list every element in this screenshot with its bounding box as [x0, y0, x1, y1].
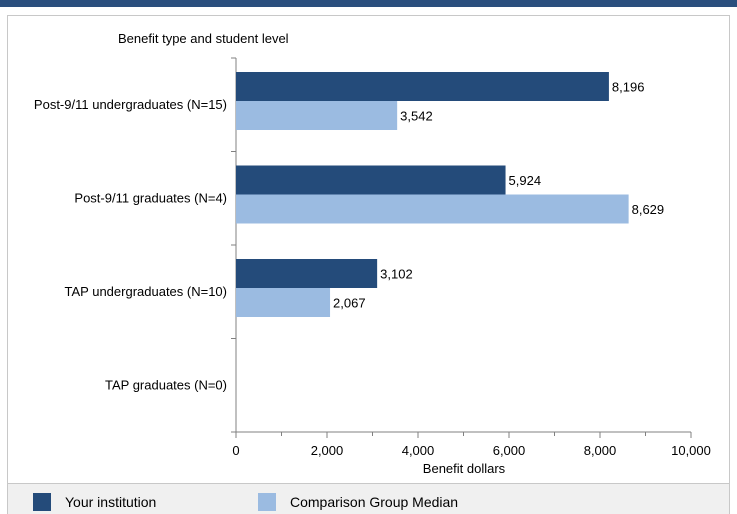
data-label-your-institution-post-9-11-undergraduates-n-15: 8,196	[612, 80, 645, 95]
x-axis-title: Benefit dollars	[423, 461, 506, 476]
x-tick-label: 10,000	[671, 443, 711, 458]
category-label-post-9-11-graduates-n-4: Post-9/11 graduates (N=4)	[74, 190, 227, 205]
legend: Your institution Comparison Group Median	[7, 484, 730, 514]
category-label-tap-graduates-n-0: TAP graduates (N=0)	[105, 377, 227, 392]
bar-comparison-group-median-tap-undergraduates-n-10	[236, 288, 331, 317]
bar-comparison-group-median-post-9-11-undergraduates-n-15	[236, 101, 398, 130]
x-tick-label: 6,000	[493, 443, 526, 458]
x-tick-label: 8,000	[584, 443, 617, 458]
legend-label-comparison-group-median: Comparison Group Median	[290, 494, 459, 510]
data-label-comparison-group-median-tap-undergraduates-n-10: 2,067	[333, 296, 366, 311]
bar-your-institution-tap-undergraduates-n-10	[236, 259, 378, 288]
bar-your-institution-post-9-11-undergraduates-n-15	[236, 72, 609, 101]
legend-swatch-comparison-group-median	[258, 493, 276, 511]
legend-swatch-your-institution	[33, 493, 51, 511]
header-bar	[0, 0, 737, 7]
y-axis-title: Benefit type and student level	[118, 31, 289, 46]
x-tick-label: 4,000	[402, 443, 435, 458]
bar-your-institution-post-9-11-graduates-n-4	[236, 165, 506, 195]
data-label-your-institution-post-9-11-graduates-n-4: 5,924	[509, 173, 542, 188]
legend-label-your-institution: Your institution	[65, 494, 157, 510]
category-label-post-9-11-undergraduates-n-15: Post-9/11 undergraduates (N=15)	[34, 97, 227, 112]
legend-item-comparison-group-median: Comparison Group Median	[258, 493, 458, 511]
bar-chart: Benefit type and student level Benefit d…	[34, 31, 711, 476]
x-tick-label: 2,000	[311, 443, 344, 458]
bar-comparison-group-median-post-9-11-graduates-n-4	[236, 194, 629, 224]
category-label-tap-undergraduates-n-10: TAP undergraduates (N=10)	[65, 284, 227, 299]
data-label-comparison-group-median-post-9-11-undergraduates-n-15: 3,542	[400, 109, 433, 124]
legend-item-your-institution: Your institution	[33, 493, 156, 511]
x-tick-label: 0	[232, 443, 239, 458]
data-label-your-institution-tap-undergraduates-n-10: 3,102	[380, 267, 413, 282]
data-label-comparison-group-median-post-9-11-graduates-n-4: 8,629	[632, 202, 665, 217]
